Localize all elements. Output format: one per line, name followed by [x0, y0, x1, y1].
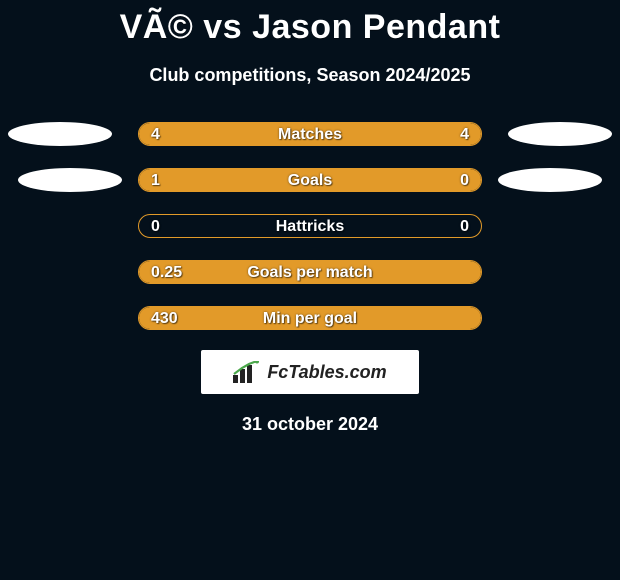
page-root: VÃ© vs Jason Pendant Club competitions, … [0, 0, 620, 580]
stat-row: 1 Goals 0 [0, 168, 620, 192]
stat-label: Hattricks [139, 215, 481, 238]
stat-bar: 430 Min per goal [138, 306, 482, 330]
stat-row: 430 Min per goal [0, 306, 620, 330]
page-title: VÃ© vs Jason Pendant [120, 8, 501, 47]
compare-area: 4 Matches 4 1 Goals 0 0 Hat [0, 122, 620, 330]
stat-row: 4 Matches 4 [0, 122, 620, 146]
stat-row: 0.25 Goals per match [0, 260, 620, 284]
stat-bar: 0.25 Goals per match [138, 260, 482, 284]
stat-bar: 4 Matches 4 [138, 122, 482, 146]
stat-value-right: 0 [460, 169, 469, 192]
date-label: 31 october 2024 [242, 414, 378, 435]
stat-value-right: 4 [460, 123, 469, 146]
fctables-logo[interactable]: FcTables.com [201, 350, 419, 394]
player-right-ellipse [508, 122, 612, 146]
stat-label: Goals [139, 169, 481, 192]
logo-text: FcTables.com [267, 362, 386, 383]
stat-bar: 1 Goals 0 [138, 168, 482, 192]
player-left-ellipse [8, 122, 112, 146]
stat-label: Min per goal [139, 307, 481, 330]
stat-row: 0 Hattricks 0 [0, 214, 620, 238]
page-subtitle: Club competitions, Season 2024/2025 [149, 65, 470, 86]
stat-label: Matches [139, 123, 481, 146]
stat-value-right: 0 [460, 215, 469, 238]
stat-bar: 0 Hattricks 0 [138, 214, 482, 238]
player-left-ellipse [18, 168, 122, 192]
chart-icon [233, 361, 261, 383]
player-right-ellipse [498, 168, 602, 192]
stat-label: Goals per match [139, 261, 481, 284]
